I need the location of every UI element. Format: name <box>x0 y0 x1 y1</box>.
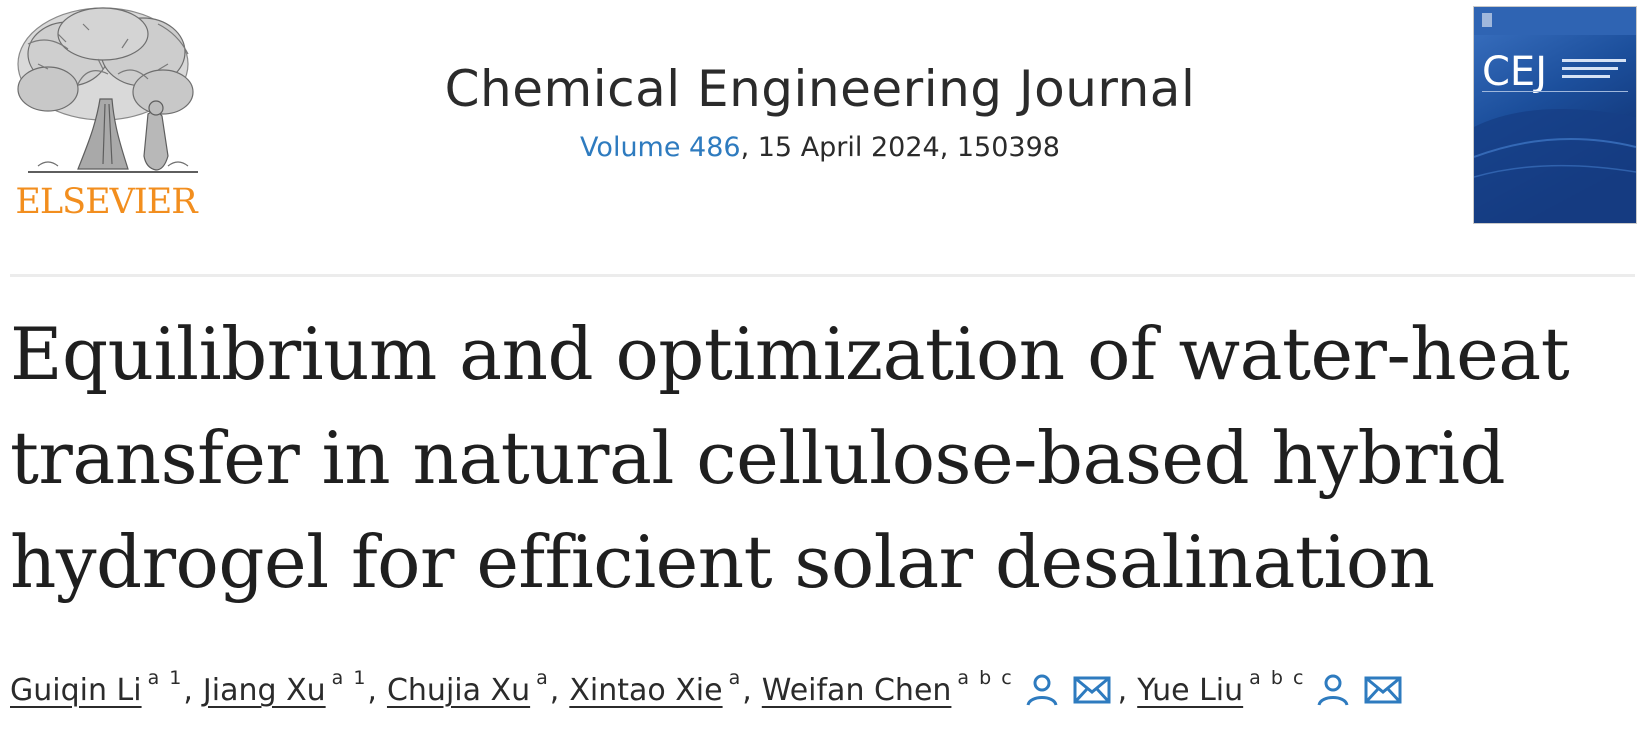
author-affiliation[interactable]: a 1 <box>331 667 368 689</box>
author-affiliation[interactable]: a b c <box>1249 667 1306 689</box>
author-affiliation[interactable]: a <box>536 667 550 689</box>
author-link[interactable]: Guiqin Li <box>10 672 142 708</box>
elsevier-tree-icon <box>8 4 208 184</box>
author-separator: , <box>549 672 560 708</box>
header-divider <box>10 274 1635 277</box>
journal-info: Chemical Engineering Journal Volume 486,… <box>300 60 1340 163</box>
author-item: Jiang Xu a 1 , <box>202 667 387 708</box>
author-affiliation[interactable]: a <box>728 667 743 689</box>
author-item: Guiqin Li a 1 , <box>10 667 203 708</box>
volume-link[interactable]: Volume 486 <box>580 132 741 163</box>
author-link[interactable]: Yue Liu <box>1137 672 1244 708</box>
cover-abbrev: CEJ <box>1482 49 1547 95</box>
svg-text:CEJ: CEJ <box>1482 49 1547 95</box>
publisher-logo[interactable] <box>8 4 208 224</box>
email-icon[interactable] <box>1361 670 1405 710</box>
author-separator: , <box>1117 672 1128 708</box>
article-title: Equilibrium and optimization of water-he… <box>10 312 1570 604</box>
journal-cover[interactable]: CEJ <box>1473 6 1637 224</box>
publisher-name: ELSEVIER <box>15 182 197 222</box>
article-header: ELSEVIER Chemical Engineering Journal Vo… <box>0 0 1640 230</box>
author-link[interactable]: Chujia Xu <box>386 672 531 708</box>
author-item: Yue Liu a b c <box>1137 667 1405 710</box>
author-separator: , <box>367 672 377 708</box>
issue-details: , 15 April 2024, 150398 <box>740 132 1060 163</box>
email-icon[interactable] <box>1070 670 1114 710</box>
person-icon[interactable] <box>1311 670 1355 710</box>
author-item: Chujia Xu a , <box>386 667 569 708</box>
issue-line: Volume 486, 15 April 2024, 150398 <box>300 132 1340 163</box>
author-item: Weifan Chen a b c , <box>761 667 1137 710</box>
author-separator: , <box>183 672 193 708</box>
author-link[interactable]: Weifan Chen <box>761 672 952 708</box>
author-link[interactable]: Jiang Xu <box>202 672 326 708</box>
author-link[interactable]: Xintao Xie <box>569 672 723 708</box>
author-separator: , <box>742 672 752 708</box>
author-list: Guiqin Li a 1 , Jiang Xu a 1 , Chujia Xu… <box>10 667 1630 710</box>
author-affiliation[interactable]: a b c <box>957 667 1014 689</box>
author-affiliation[interactable]: a 1 <box>147 667 184 689</box>
person-icon[interactable] <box>1020 670 1064 710</box>
journal-title-link[interactable]: Chemical Engineering Journal <box>444 60 1196 118</box>
author-item: Xintao Xie a , <box>569 667 761 708</box>
